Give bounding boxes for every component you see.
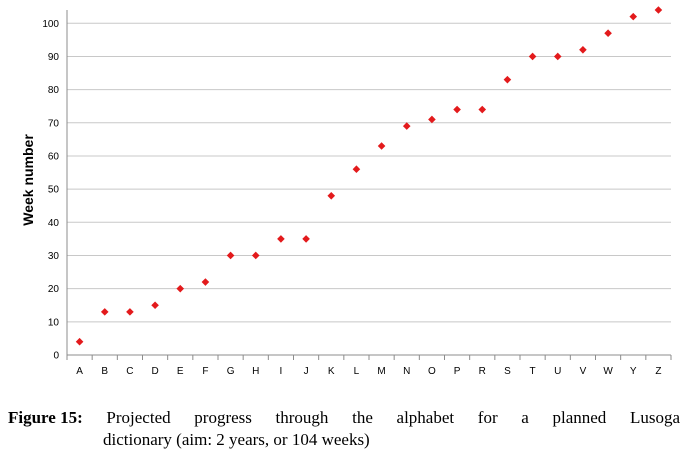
x-tick-label: C (126, 366, 133, 377)
y-tick-label: 0 (53, 351, 59, 362)
caption-line-2: dictionary (aim: 2 years, or 104 weeks) (103, 430, 370, 449)
scatter-chart: 0 10 20 30 40 50 60 70 80 90 100 A B C D E F G H I J K L M N O P R… (20, 6, 672, 377)
data-point (201, 278, 210, 286)
data-point (629, 12, 638, 21)
x-tick-label: A (76, 366, 83, 377)
x-tick-label: L (354, 366, 360, 377)
x-tick-label: W (603, 366, 613, 377)
data-point (327, 191, 336, 200)
data-point (528, 52, 537, 61)
caption-word: alphabet (396, 408, 455, 427)
gridlines (67, 22, 671, 323)
data-point (402, 122, 411, 130)
x-tick-label: O (428, 366, 436, 377)
y-tick-labels: 0 10 20 30 40 50 60 70 80 90 100 (42, 19, 59, 362)
y-tick-label: 70 (48, 118, 60, 129)
data-point (428, 115, 436, 124)
figure-caption: Figure 15: Projected progress through th… (8, 407, 680, 451)
x-tick-label: T (530, 366, 536, 377)
caption-word: a (521, 408, 529, 427)
x-tick-label: M (377, 366, 385, 377)
y-tick-label: 30 (48, 251, 60, 262)
caption-word: through (275, 408, 329, 427)
data-point (654, 6, 663, 14)
caption-word: Lusoga (629, 408, 680, 427)
x-tick-label: I (280, 366, 283, 377)
x-tick-label: U (554, 366, 561, 377)
x-tick-label: D (151, 366, 158, 377)
data-point (176, 284, 185, 293)
axes (66, 10, 672, 360)
x-tick-label: Z (655, 366, 661, 377)
x-tick-label: N (403, 366, 410, 377)
y-tick-label: 100 (42, 19, 59, 30)
caption-word: progress (194, 408, 252, 427)
x-tick-label: F (202, 366, 208, 377)
data-point (478, 105, 487, 114)
x-tick-label: J (304, 366, 309, 377)
x-tick-label: Y (630, 366, 637, 377)
data-point (100, 308, 109, 316)
x-tick-label: K (328, 366, 335, 377)
y-tick-label: 20 (48, 284, 60, 295)
data-point (377, 142, 386, 150)
caption-line-1: Figure 15: Projected progress through th… (8, 407, 680, 429)
data-point (453, 105, 461, 114)
data-points (75, 6, 663, 346)
caption-word: Projected (106, 408, 171, 427)
data-point (604, 29, 612, 38)
data-point (251, 251, 260, 260)
x-tick-label: B (101, 366, 108, 377)
y-axis-title: Week number (20, 134, 36, 226)
x-tick-label: H (252, 366, 259, 377)
data-point (277, 235, 285, 243)
data-point (579, 46, 587, 54)
y-tick-label: 10 (48, 317, 60, 328)
y-tick-label: 50 (48, 185, 60, 196)
x-tick-label: P (454, 366, 461, 377)
data-point (126, 308, 134, 316)
data-point (553, 52, 562, 61)
caption-word: planned (552, 408, 607, 427)
figure-label: Figure 15: (8, 408, 83, 427)
x-tick-label: G (227, 366, 235, 377)
data-point (503, 75, 512, 84)
y-tick-label: 90 (48, 52, 60, 63)
x-tick-label: V (580, 366, 587, 377)
data-point (226, 251, 235, 260)
x-tick-label: E (177, 366, 184, 377)
y-tick-label: 60 (48, 151, 60, 162)
y-tick-label: 80 (48, 85, 60, 96)
x-tick-label: R (479, 366, 486, 377)
data-point (302, 235, 310, 243)
caption-word: for (477, 408, 498, 427)
data-point (75, 337, 84, 346)
y-tick-label: 40 (48, 218, 60, 229)
caption-word: the (352, 408, 373, 427)
data-point (352, 165, 361, 174)
data-point (151, 301, 159, 310)
x-tick-label: S (504, 366, 511, 377)
